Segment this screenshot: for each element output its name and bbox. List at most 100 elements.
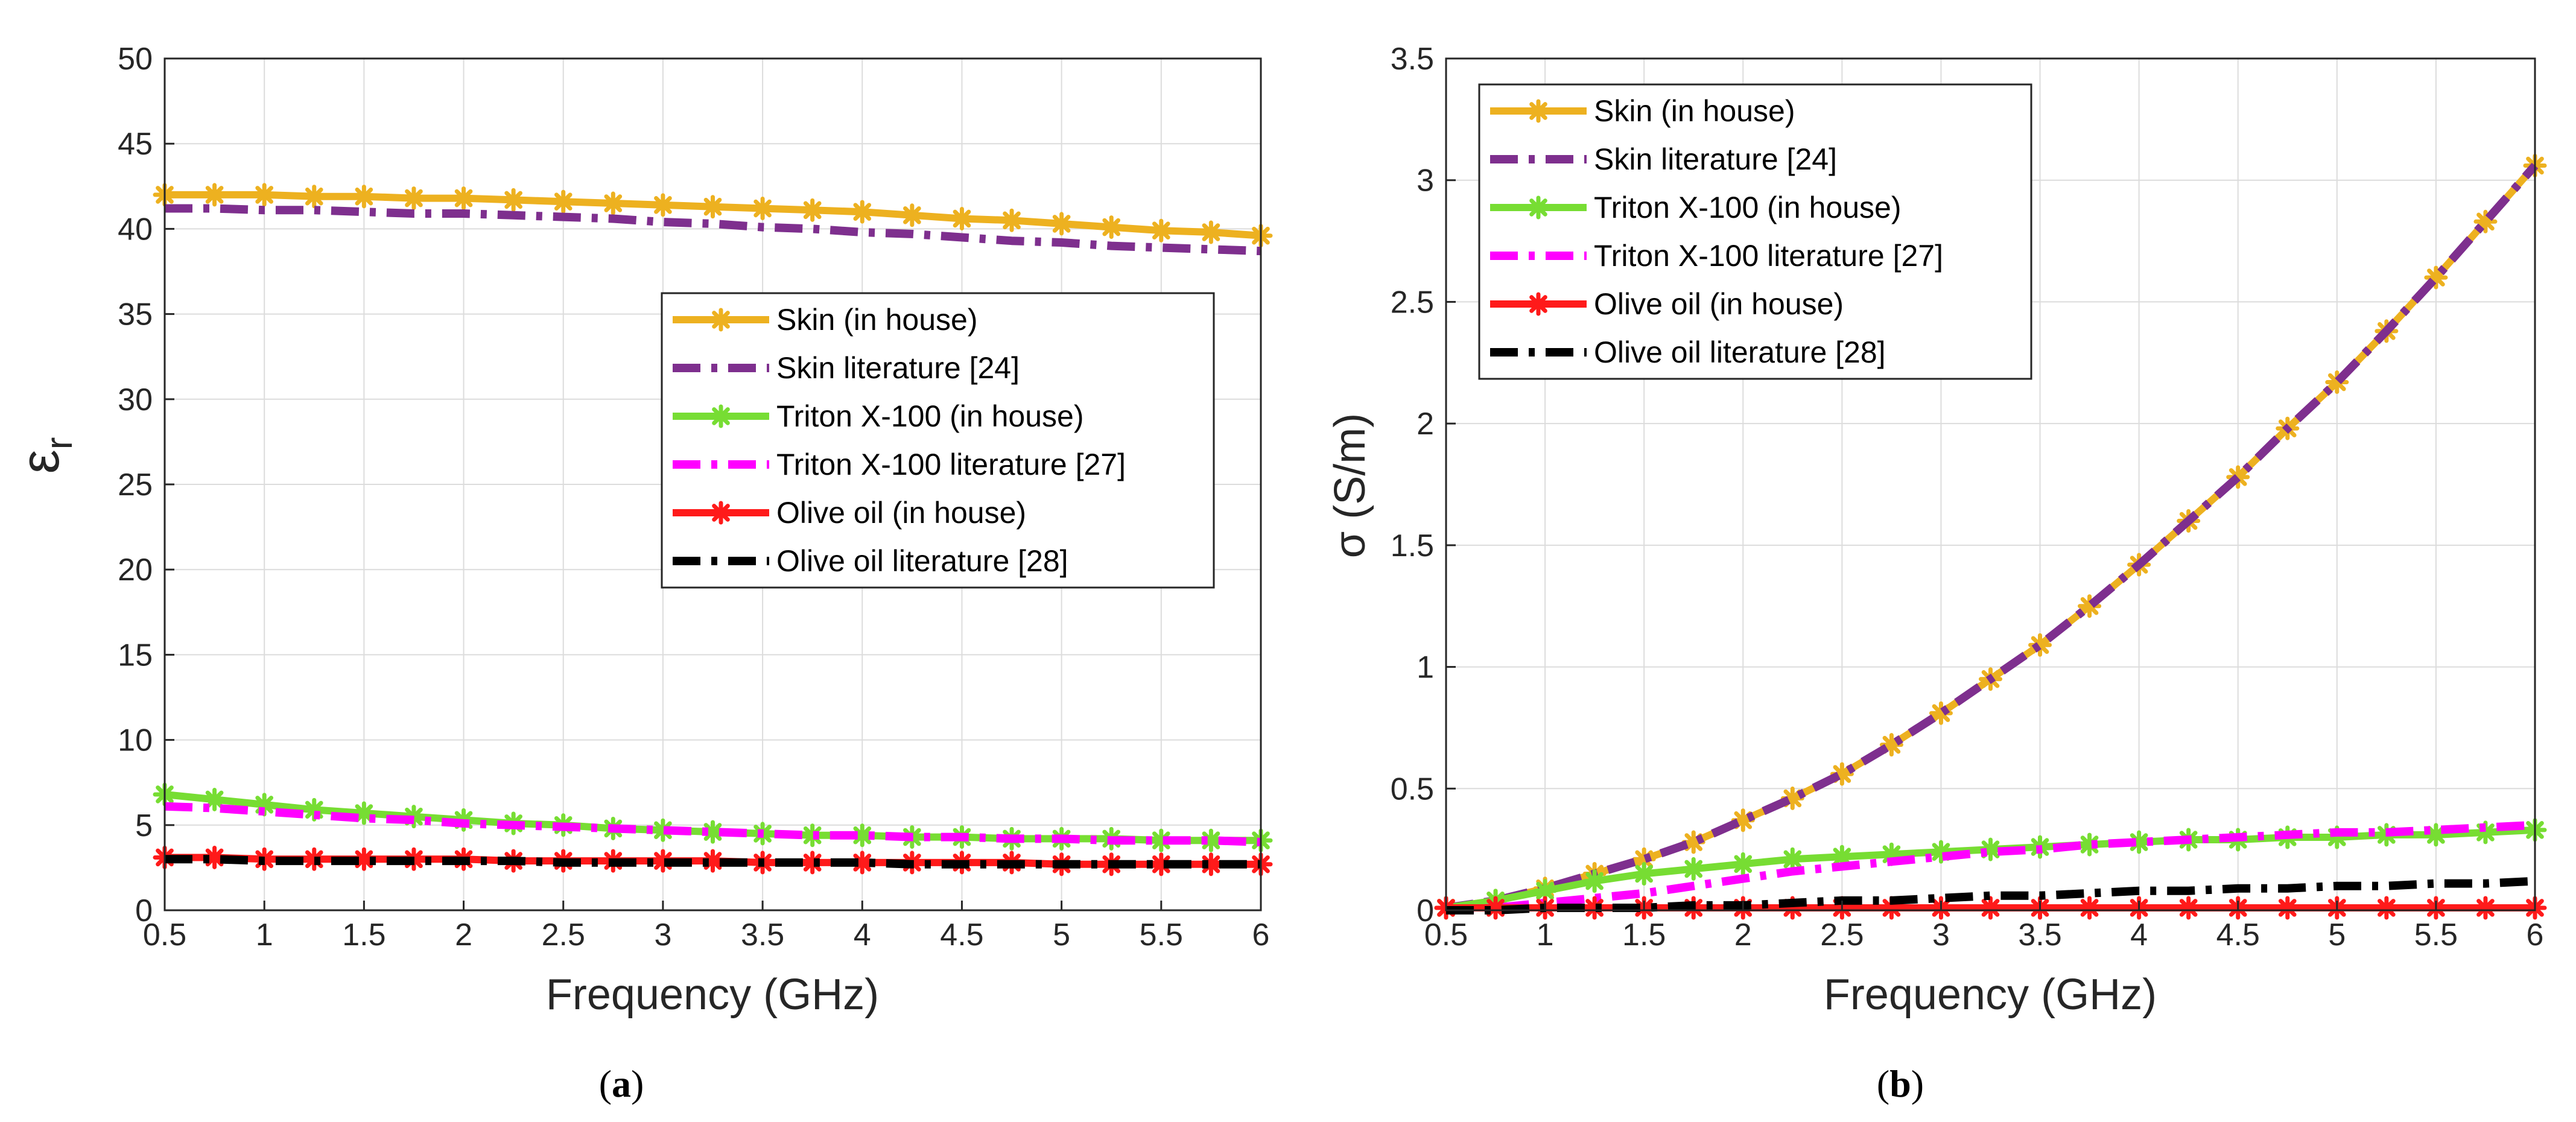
- x-tick-label: 1: [256, 918, 273, 952]
- data-point-olive-oil-in-house: [1979, 896, 2002, 920]
- x-tick-label: 6: [2527, 918, 2544, 952]
- data-point-skin-in-house: [1099, 215, 1123, 239]
- data-point-triton-x-100-in-house: [2127, 830, 2151, 854]
- x-tick-label: 0.5: [143, 918, 186, 952]
- legend-label: Olive oil (in house): [776, 496, 1026, 530]
- legend-item-skin-literature-24: Skin literature [24]: [673, 351, 1020, 385]
- data-point-skin-in-house: [551, 189, 576, 214]
- data-point-olive-oil-in-house: [2375, 896, 2399, 920]
- legend-label: Skin literature [24]: [776, 351, 1020, 385]
- y-tick-label: 0: [135, 893, 153, 928]
- y-tick-label: 20: [118, 553, 153, 588]
- data-point-skin-in-house: [601, 191, 625, 215]
- data-point-olive-oil-in-house: [2177, 896, 2201, 920]
- data-point-skin-in-house: [900, 203, 924, 227]
- x-tick-label: 2.5: [1820, 918, 1864, 952]
- panel-a-chart: 0.5 1 1.5 2 2.5 3 3.5 4 4.5 5 5.5 6 0 5 10 15 20 25 30 35 40…: [10, 42, 1273, 1105]
- legend-label: Olive oil (in house): [1594, 287, 1844, 321]
- x-tick-label: 2: [455, 918, 472, 952]
- data-point-olive-oil-in-house: [352, 847, 376, 871]
- data-point-olive-oil-in-house: [1149, 852, 1173, 876]
- caption-b: (b): [1877, 1062, 1924, 1105]
- legend-item-olive-oil-literature-28: Olive oil literature [28]: [673, 544, 1068, 578]
- y-tick-label: 1: [1416, 650, 1434, 685]
- legend-item-triton-x-100-in-house: Triton X-100 (in house): [673, 399, 1084, 433]
- y-tick-label: 3.5: [1391, 42, 1434, 77]
- x-tick-label: 4.5: [2216, 918, 2260, 952]
- x-tick-label: 4: [2130, 918, 2148, 952]
- panel-b-chart: 0.5 1 1.5 2 2.5 3 3.5 4 4.5 5 5.5 600.511.522.533.5…: [1326, 42, 2547, 1105]
- ticks-a: 0.5 1 1.5 2 2.5 3 3.5 4 4.5 5 5.5 6 0 5 10 15 20 25 30 35 40…: [118, 42, 1269, 952]
- legend-item-olive-oil-literature-28: Olive oil literature [28]: [1490, 335, 1886, 369]
- data-point-skin-in-house: [1199, 220, 1223, 244]
- data-point-triton-x-100-in-house: [1780, 847, 1804, 871]
- legend-marker: [709, 501, 733, 525]
- data-point-skin-in-house: [501, 188, 525, 212]
- series-line-skin-literature-24: [165, 204, 1261, 256]
- series-group-a: [153, 183, 1273, 876]
- legend-label: Triton X-100 (in house): [776, 399, 1084, 433]
- series-line-triton-x-100-literature-27: [164, 802, 1261, 846]
- y-axis-subscript-a: r: [39, 437, 80, 450]
- data-point-skin-in-house: [750, 197, 775, 221]
- x-tick-label: 5.5: [2414, 918, 2458, 952]
- legend-item-olive-oil-in-house: Olive oil (in house): [1490, 287, 1844, 321]
- legend-marker: [1526, 292, 1550, 316]
- x-tick-label: 5: [2328, 918, 2346, 952]
- y-tick-label: 45: [118, 127, 153, 162]
- x-tick-label: 1.5: [342, 918, 385, 952]
- legend-item-triton-x-100-literature-27: Triton X-100 literature [27]: [1490, 239, 1943, 273]
- data-point-olive-oil-in-house: [2078, 896, 2102, 920]
- caption-letter-a: a: [612, 1062, 631, 1105]
- legend-item-triton-x-100-literature-27: Triton X-100 literature [27]: [673, 448, 1126, 481]
- legend-items-b: Skin (in house) Skin literature [24] Trito…: [1490, 94, 1943, 369]
- y-tick-label: 50: [118, 42, 153, 77]
- caption-letter-b: b: [1889, 1062, 1911, 1105]
- x-tick-label: 2: [1734, 918, 1752, 952]
- data-point-skin-in-house: [302, 185, 326, 209]
- data-point-triton-x-100-in-house: [2424, 823, 2448, 847]
- data-point-skin-in-house: [452, 186, 476, 211]
- ticks-b: 0.5 1 1.5 2 2.5 3 3.5 4 4.5 5 5.5 600.511.522.533.5: [1391, 42, 2544, 952]
- legend-box-a: [661, 292, 1215, 589]
- series-group-b: [1434, 154, 2547, 920]
- legend-item-triton-x-100-in-house: Triton X-100 (in house): [1490, 191, 1902, 224]
- legend-label: Olive oil literature [28]: [1594, 335, 1886, 369]
- data-point-skin-in-house: [203, 183, 227, 207]
- data-point-triton-x-100-in-house: [1582, 869, 1607, 893]
- data-point-triton-x-100-in-house: [801, 823, 825, 848]
- series-line-skin-literature-24: [1445, 162, 2539, 912]
- y-tick-label: 1.5: [1391, 528, 1434, 563]
- data-point-skin-in-house: [1149, 218, 1173, 242]
- legend-label: Triton X-100 literature [27]: [1594, 239, 1943, 273]
- data-point-triton-x-100-in-house: [1199, 828, 1223, 852]
- data-point-triton-x-100-in-house: [1979, 837, 2002, 861]
- legend-marker: [709, 308, 733, 332]
- x-tick-label: 3.5: [741, 918, 784, 952]
- data-point-triton-x-100-in-house: [1731, 852, 1755, 876]
- y-tick-label: 10: [118, 723, 153, 758]
- y-tick-label: 25: [118, 468, 153, 502]
- legend-item-skin-in-house: Skin (in house): [673, 303, 978, 337]
- x-tick-label: 5.5: [1140, 918, 1183, 952]
- legend-label: Triton X-100 (in house): [1594, 191, 1902, 224]
- y-tick-label: 3: [1416, 163, 1434, 198]
- legend-a: Skin (in house) Skin literature [24] Trito…: [661, 292, 1215, 589]
- y-tick-label: 15: [118, 638, 153, 673]
- data-point-triton-x-100-in-house: [1681, 857, 1705, 881]
- data-point-skin-in-house: [252, 183, 276, 207]
- x-tick-label: 4.5: [940, 918, 983, 952]
- x-tick-label: 2.5: [542, 918, 585, 952]
- x-axis-label-a: Frequency (GHz): [546, 971, 879, 1019]
- legend-label: Skin literature [24]: [1594, 142, 1837, 176]
- legend-label: Triton X-100 literature [27]: [776, 448, 1126, 481]
- legend-marker: [1526, 99, 1550, 123]
- legend-marker: [709, 404, 733, 428]
- y-axis-label-a: εr: [10, 437, 80, 474]
- data-point-olive-oil-in-house: [2473, 896, 2498, 920]
- data-point-skin-in-house: [402, 186, 426, 211]
- legend-label: Olive oil literature [28]: [776, 544, 1068, 578]
- x-tick-label: 3: [1932, 918, 1950, 952]
- x-tick-label: 0.5: [1424, 918, 1468, 952]
